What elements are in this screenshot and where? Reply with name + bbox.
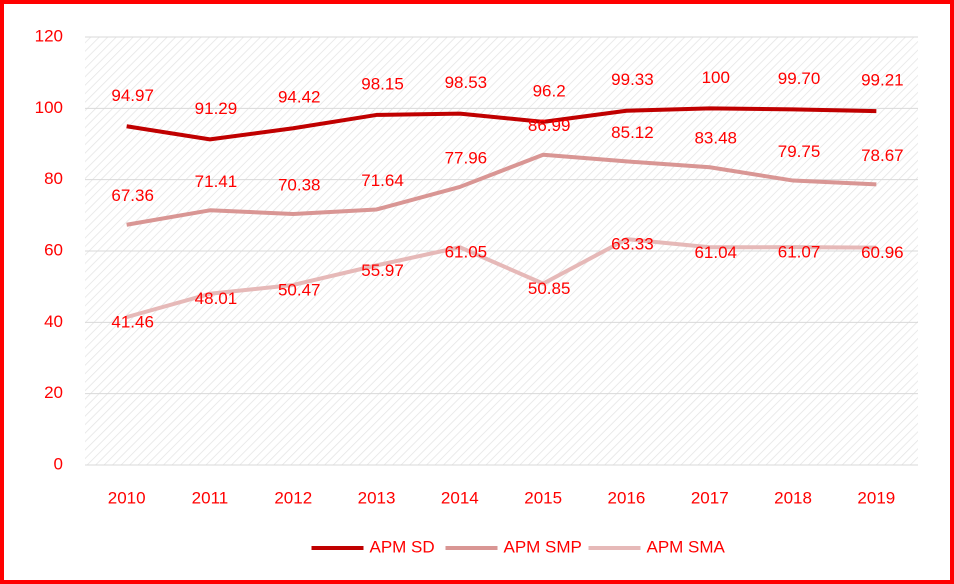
legend-label: APM SD bbox=[370, 537, 435, 556]
data-label: 55.97 bbox=[361, 261, 404, 280]
legend-label: APM SMP bbox=[504, 537, 582, 556]
data-label: 63.33 bbox=[611, 235, 654, 254]
series-line bbox=[126, 152, 877, 227]
data-label: 61.05 bbox=[445, 243, 488, 262]
y-tick-label: 60 bbox=[44, 240, 63, 259]
x-tick-label: 2011 bbox=[192, 488, 229, 507]
data-label: 41.46 bbox=[111, 313, 154, 332]
data-label: 99.33 bbox=[611, 70, 654, 89]
x-tick-label: 2019 bbox=[857, 488, 895, 507]
data-label: 61.04 bbox=[694, 243, 737, 262]
y-tick-label: 100 bbox=[35, 98, 63, 117]
data-label: 50.85 bbox=[528, 279, 571, 298]
data-label: 50.47 bbox=[278, 280, 321, 299]
legend-label: APM SMA bbox=[647, 537, 726, 556]
data-label: 83.48 bbox=[694, 129, 737, 148]
data-label: 79.75 bbox=[778, 142, 821, 161]
y-tick-label: 0 bbox=[54, 454, 63, 473]
data-label: 86.99 bbox=[528, 116, 571, 135]
data-label: 61.07 bbox=[778, 243, 821, 262]
series-line bbox=[126, 106, 877, 142]
data-label: 60.96 bbox=[861, 243, 904, 262]
y-tick-label: 40 bbox=[44, 312, 63, 331]
data-label: 71.64 bbox=[361, 171, 404, 190]
data-label: 99.21 bbox=[861, 71, 904, 90]
data-label: 94.42 bbox=[278, 88, 321, 107]
y-tick-label: 120 bbox=[35, 26, 63, 45]
data-label: 67.36 bbox=[111, 186, 154, 205]
x-tick-label: 2018 bbox=[774, 488, 812, 507]
data-label: 77.96 bbox=[445, 148, 488, 167]
x-tick-label: 2014 bbox=[441, 488, 479, 507]
data-label: 78.67 bbox=[861, 146, 904, 165]
x-tick-label: 2013 bbox=[358, 488, 396, 507]
data-label: 85.12 bbox=[611, 123, 654, 142]
y-tick-label: 80 bbox=[44, 169, 63, 188]
data-label: 96.2 bbox=[533, 81, 566, 100]
x-tick-label: 2012 bbox=[274, 488, 312, 507]
data-label: 99.70 bbox=[778, 69, 821, 88]
data-label: 98.53 bbox=[445, 73, 488, 92]
x-tick-label: 2017 bbox=[691, 488, 729, 507]
series-line bbox=[126, 237, 877, 320]
y-tick-label: 20 bbox=[44, 383, 63, 402]
data-label: 91.29 bbox=[195, 99, 238, 118]
data-label: 100 bbox=[702, 68, 730, 87]
data-label: 48.01 bbox=[195, 289, 238, 308]
x-tick-label: 2015 bbox=[524, 488, 562, 507]
data-label: 70.38 bbox=[278, 175, 321, 194]
data-label: 94.97 bbox=[111, 86, 154, 105]
x-tick-label: 2016 bbox=[608, 488, 646, 507]
data-label: 71.41 bbox=[195, 172, 238, 191]
x-tick-label: 2010 bbox=[108, 488, 146, 507]
data-label: 98.15 bbox=[361, 74, 404, 93]
